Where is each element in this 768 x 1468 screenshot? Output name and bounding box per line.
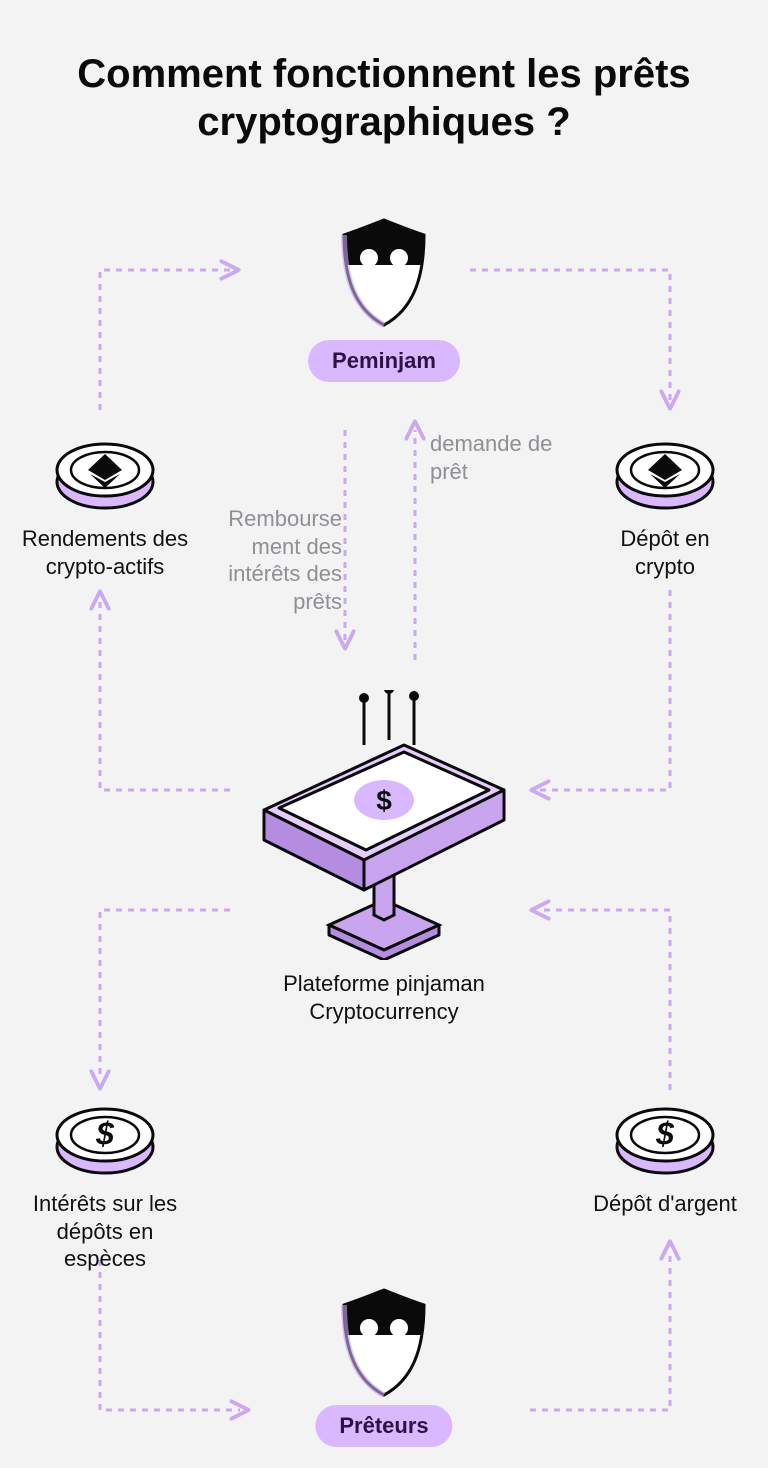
loan-request-label: demande de prêt bbox=[430, 430, 580, 485]
interest-cash-label: Intérêts sur les dépôts en espèces bbox=[20, 1190, 190, 1273]
lenders-pill: Prêteurs bbox=[315, 1405, 452, 1447]
infographic-canvas: Comment fonctionnent les prêts cryptogra… bbox=[0, 0, 768, 1468]
borrower-pill: Peminjam bbox=[308, 340, 460, 382]
returns-crypto-icon bbox=[50, 430, 160, 525]
loan-repayment-label: Rembourse ment des intérêts des prêts bbox=[182, 505, 342, 615]
deposit-cash-icon: $ bbox=[610, 1095, 720, 1190]
deposit-cash-label: Dépôt d'argent bbox=[590, 1190, 740, 1218]
deposit-crypto-icon bbox=[610, 430, 720, 525]
svg-text:$: $ bbox=[95, 1116, 115, 1152]
svg-text:$: $ bbox=[655, 1116, 675, 1152]
borrower-icon bbox=[324, 210, 444, 335]
deposit-crypto-label: Dépôt en crypto bbox=[590, 525, 740, 580]
platform-icon: $ bbox=[234, 690, 534, 965]
svg-text:$: $ bbox=[376, 785, 392, 816]
returns-crypto-label: Rendements des crypto-actifs bbox=[20, 525, 190, 580]
platform-label: Plateforme pinjaman Cryptocurrency bbox=[234, 970, 534, 1025]
interest-cash-icon: $ bbox=[50, 1095, 160, 1190]
lenders-icon bbox=[324, 1280, 444, 1405]
